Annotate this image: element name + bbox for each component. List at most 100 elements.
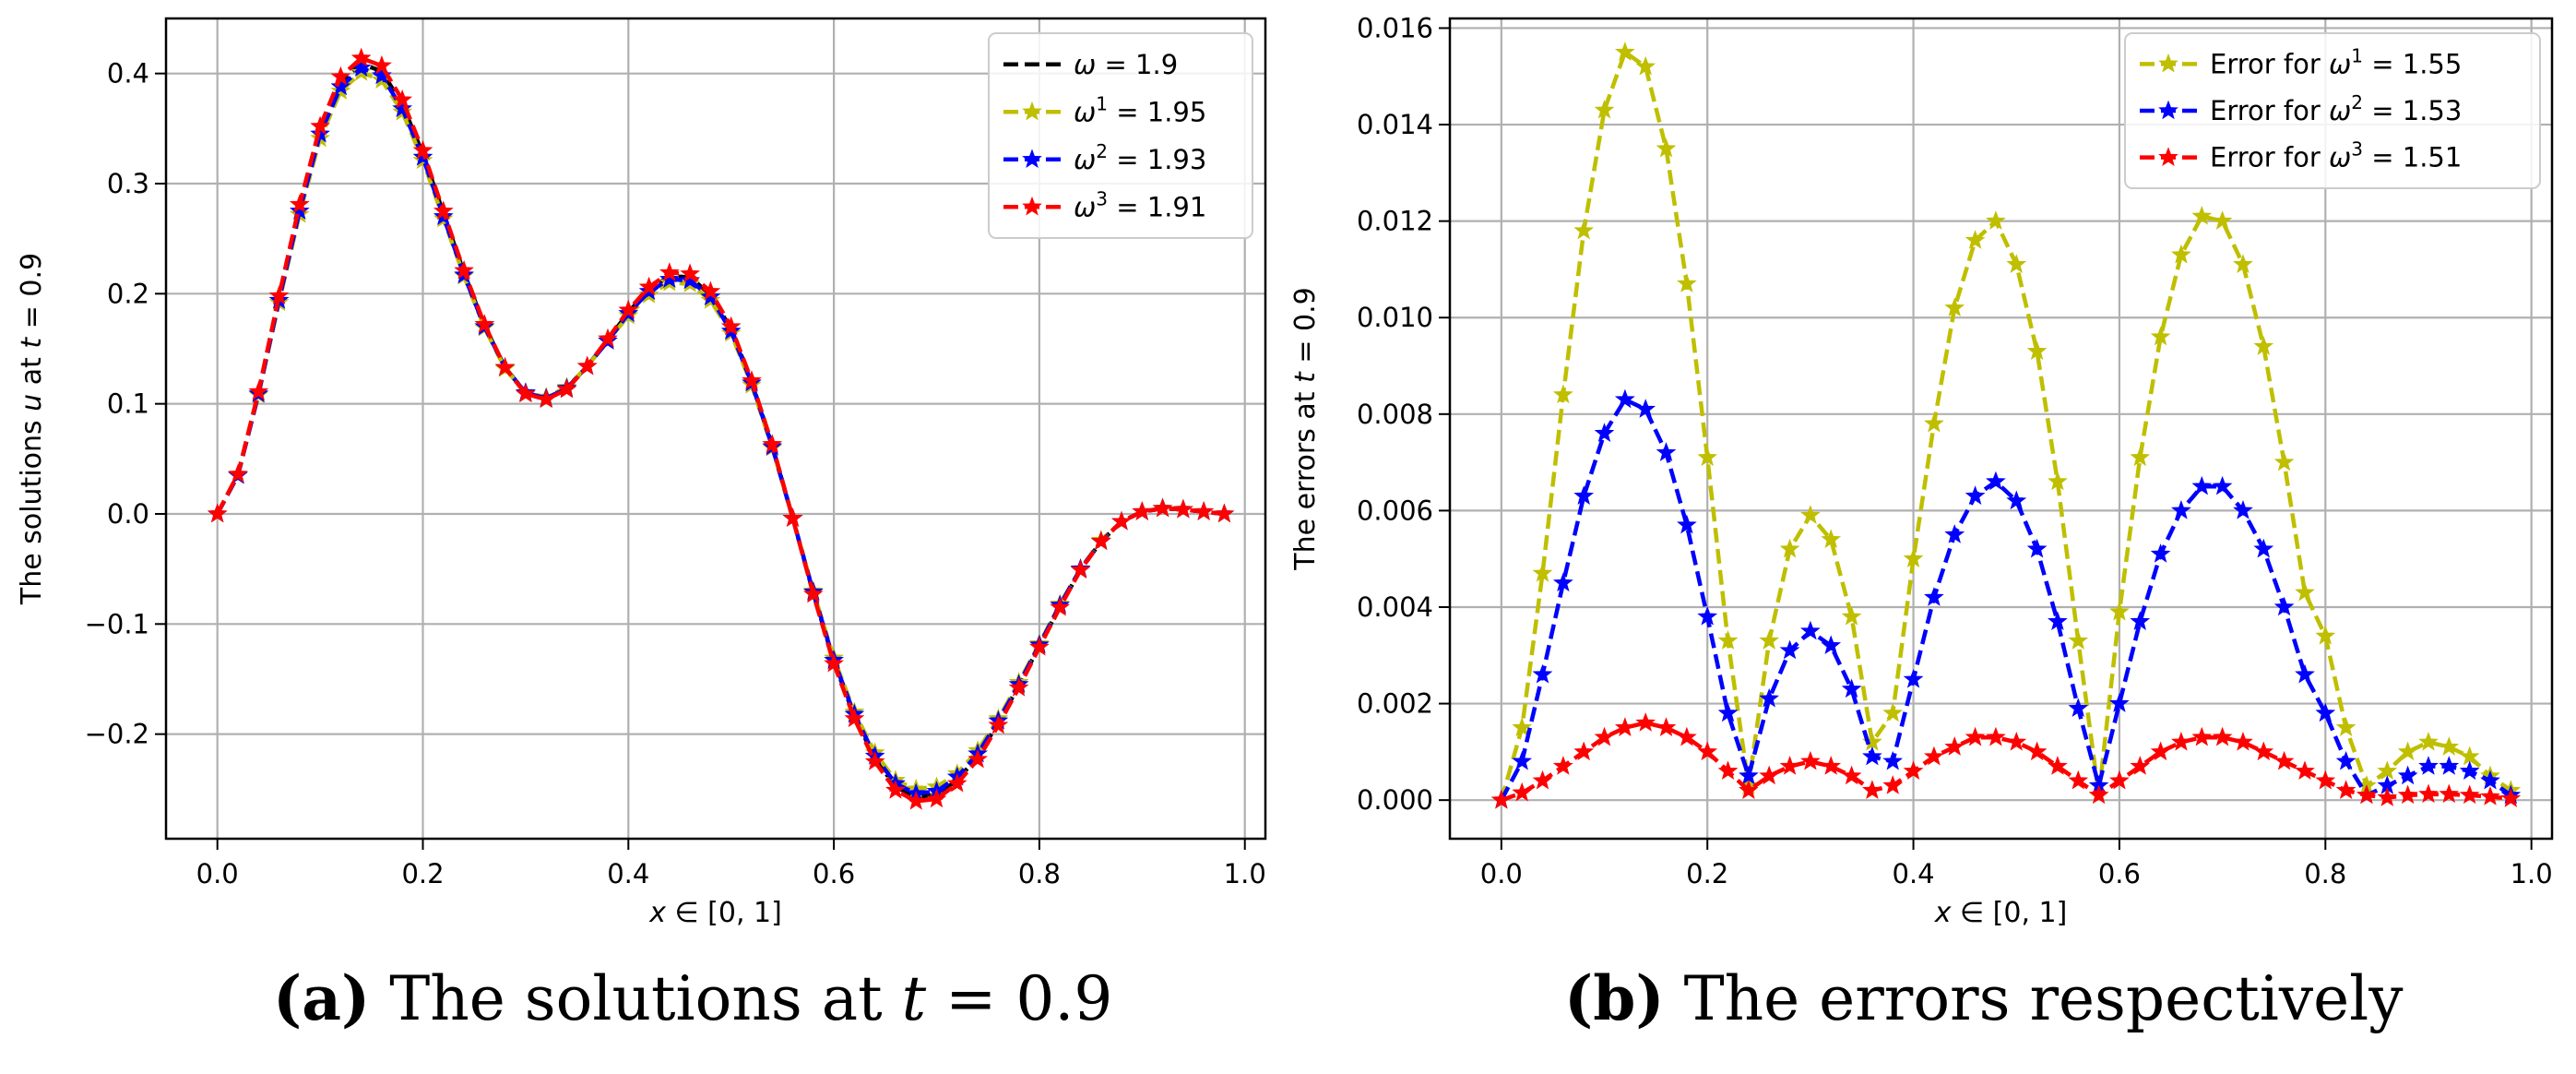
data-point — [2480, 786, 2500, 806]
data-point — [2500, 788, 2522, 807]
data-point — [1214, 503, 1235, 523]
data-point — [1697, 605, 1718, 626]
y-tick-label: −0.2 — [85, 719, 149, 750]
data-point — [2397, 741, 2418, 761]
data-point — [1635, 712, 1656, 732]
data-point — [350, 47, 372, 67]
data-point — [864, 751, 885, 770]
data-point — [1173, 498, 1193, 519]
data-point — [906, 790, 927, 810]
data-point — [2315, 625, 2336, 645]
caption-a-value: = 0.9 — [926, 963, 1113, 1034]
data-point — [946, 772, 967, 793]
data-point — [2253, 741, 2274, 761]
data-point — [1152, 497, 1173, 518]
legend: Error for ω1 = 1.55 Error for ω2 = 1.53 Er… — [2124, 32, 2541, 189]
data-point — [2459, 746, 2480, 766]
data-point — [2150, 326, 2171, 346]
data-point — [2068, 698, 2089, 718]
caption-b-label: (b) — [1564, 962, 1665, 1034]
data-point — [2048, 611, 2068, 630]
data-point — [1717, 702, 1739, 722]
data-point — [1050, 596, 1071, 616]
legend-label: ω2 = 1.93 — [1074, 140, 1206, 175]
data-point — [1944, 524, 1965, 543]
data-point — [2048, 471, 2068, 491]
data-point — [2459, 784, 2480, 805]
data-point — [1029, 636, 1050, 656]
data-point — [1986, 210, 2006, 230]
data-point — [885, 780, 906, 799]
x-tick-label: 0.4 — [607, 858, 649, 889]
data-point — [2212, 210, 2233, 230]
data-point — [2068, 630, 2089, 650]
caption-b: (b) The errors respectively — [1564, 962, 2404, 1034]
data-point — [248, 381, 269, 400]
data-point — [1924, 412, 1944, 433]
data-point — [228, 463, 248, 483]
data-point — [2335, 717, 2356, 736]
data-point — [1717, 630, 1739, 650]
data-point — [618, 299, 639, 319]
x-axis-label: x ∈ [0, 1] — [648, 897, 782, 929]
data-point — [1090, 531, 1111, 551]
data-point — [2130, 756, 2151, 775]
y-tick-label: 0.000 — [1357, 784, 1433, 816]
x-tick-label: 0.4 — [1893, 858, 1935, 889]
legend-label: Error for ω1 = 1.55 — [2210, 44, 2462, 79]
caption-a-label: (a) — [273, 962, 371, 1034]
data-point — [1779, 756, 1800, 775]
data-point — [2295, 581, 2315, 602]
data-point — [762, 434, 783, 454]
data-point — [2191, 726, 2213, 746]
data-point — [2026, 741, 2048, 761]
data-point — [2273, 596, 2295, 616]
data-point — [700, 286, 721, 306]
data-point — [1677, 726, 1697, 746]
data-point — [536, 388, 557, 409]
series-line — [1499, 397, 2512, 802]
y-tick-label: 0.004 — [1357, 591, 1433, 623]
data-point — [2295, 663, 2315, 684]
data-point — [1512, 717, 1533, 736]
y-tick-label: 0.002 — [1357, 688, 1433, 720]
errors-chart: 0.0 0.2 0.4 0.6 0.8 1.0 0.000 0.002 0.004 0.006 0.… — [1289, 12, 2554, 929]
data-point — [289, 194, 310, 213]
x-tick-label: 1.0 — [2511, 858, 2553, 889]
series-3 — [1490, 712, 2522, 809]
data-point — [1614, 42, 1635, 61]
x-tick-label: 0.8 — [1018, 858, 1061, 889]
y-tick-label: 0.3 — [107, 168, 149, 199]
data-point — [2006, 254, 2027, 273]
data-point — [1532, 562, 1553, 582]
data-point — [659, 262, 680, 281]
data-point — [392, 89, 413, 109]
data-point — [2130, 611, 2151, 630]
legend-marker — [1022, 101, 1042, 121]
data-point — [494, 356, 516, 376]
data-point — [1903, 760, 1924, 781]
data-point — [1490, 789, 1512, 809]
data-point — [2191, 475, 2213, 495]
data-point — [844, 708, 865, 728]
data-point — [1882, 750, 1904, 770]
data-point — [1008, 677, 1029, 697]
data-point — [2273, 750, 2295, 770]
data-point — [1944, 297, 1965, 317]
data-point — [1594, 726, 1615, 746]
data-point — [289, 200, 310, 221]
data-point — [967, 748, 988, 769]
data-point — [659, 268, 680, 289]
data-point — [1552, 572, 1573, 592]
data-point — [1965, 726, 1986, 746]
caption-a-text: The solutions at — [389, 963, 883, 1034]
data-point — [1965, 485, 1986, 505]
data-point — [2480, 770, 2500, 790]
data-point — [1573, 741, 1595, 761]
caption-a-var: t — [901, 963, 927, 1034]
data-point — [372, 65, 392, 85]
data-point — [1717, 760, 1739, 781]
data-point — [1552, 756, 1573, 775]
series-4 — [207, 47, 1235, 810]
data-point — [1697, 741, 1718, 761]
